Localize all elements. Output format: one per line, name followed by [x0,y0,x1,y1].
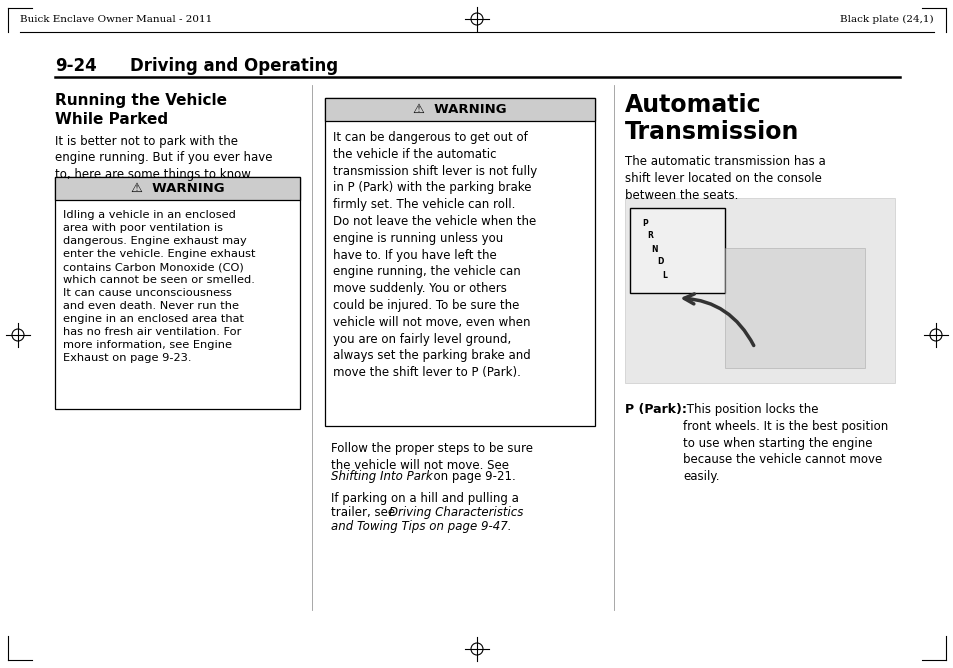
Bar [325,98,595,426]
Text: ⚠  WARNING: ⚠ WARNING [131,182,224,195]
Bar [55,177,299,200]
Text: Shifting Into Park: Shifting Into Park [331,470,432,483]
Text: It can be dangerous to get out of
the vehicle if the automatic
transmission shif: It can be dangerous to get out of the ve… [333,131,537,379]
Text: Follow the proper steps to be sure
the vehicle will not move. See: Follow the proper steps to be sure the v… [331,442,533,472]
Text: The automatic transmission has a
shift lever located on the console
between the : The automatic transmission has a shift l… [624,155,825,202]
Text: Driving Characteristics: Driving Characteristics [389,506,523,519]
Bar [55,177,299,409]
Bar [325,98,595,121]
Text: Buick Enclave Owner Manual - 2011: Buick Enclave Owner Manual - 2011 [20,15,212,23]
Bar [629,208,724,293]
Text: This position locks the
front wheels. It is the best position
to use when starti: This position locks the front wheels. It… [682,403,887,483]
Text: trailer, see: trailer, see [331,506,398,519]
Text: 9-24: 9-24 [55,57,96,75]
Text: Idling a vehicle in an enclosed
area with poor ventilation is
dangerous. Engine : Idling a vehicle in an enclosed area wit… [63,210,255,363]
Text: P (Park):: P (Park): [624,403,686,416]
Text: D: D [656,257,662,267]
Text: L: L [662,271,667,279]
Text: Driving and Operating: Driving and Operating [130,57,337,75]
Text: N: N [651,244,658,253]
Text: Black plate (24,1): Black plate (24,1) [840,15,933,23]
Text: Transmission: Transmission [624,120,799,144]
Bar [724,248,864,368]
Text: R: R [646,232,652,240]
Text: on page 9-21.: on page 9-21. [426,470,516,483]
Text: Automatic: Automatic [624,93,760,117]
Text: and Towing Tips on page 9-47.: and Towing Tips on page 9-47. [331,520,511,533]
Bar [624,198,894,383]
Text: P: P [641,218,647,228]
Text: ⚠  WARNING: ⚠ WARNING [413,103,506,116]
Text: If parking on a hill and pulling a: If parking on a hill and pulling a [331,492,518,505]
Text: Running the Vehicle
While Parked: Running the Vehicle While Parked [55,93,227,127]
Text: It is better not to park with the
engine running. But if you ever have
to, here : It is better not to park with the engine… [55,135,273,181]
